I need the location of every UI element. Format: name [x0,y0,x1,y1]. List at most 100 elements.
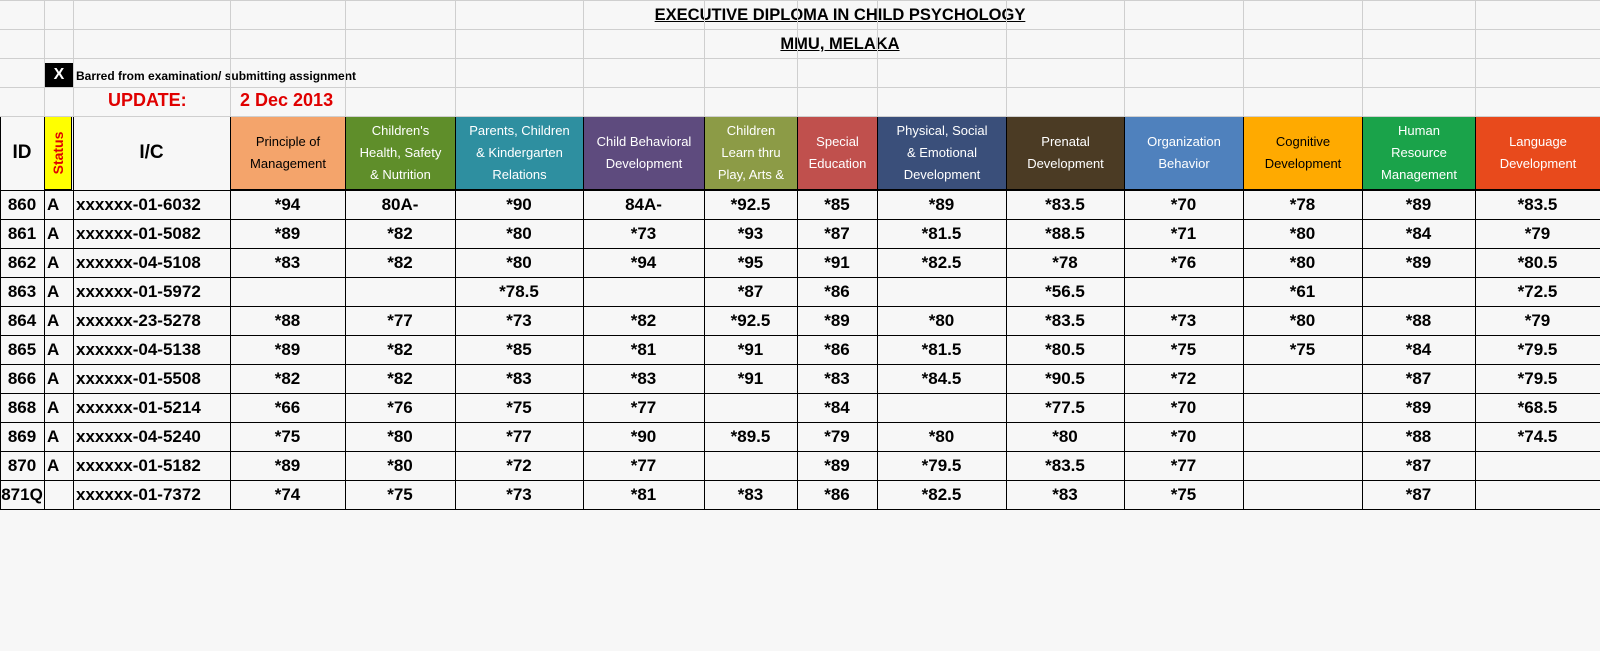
cell-status: A [47,253,60,272]
cell-ic: xxxxxx-01-5508 [76,369,201,388]
cell-ic: xxxxxx-04-5138 [76,340,201,359]
gridline-h [0,58,1600,59]
cell-mark: *83 [506,369,532,388]
cell-mark: *89 [1405,195,1432,214]
cell-mark: *91 [737,340,764,359]
cell-id: 871Q [1,485,43,504]
cell-mark [877,278,1006,306]
row-border [0,306,1600,307]
gridline-v [1124,0,1125,116]
cell-id: 860 [7,195,37,214]
cell-mark: *72 [506,456,532,475]
row-border [0,422,1600,423]
cell-mark: *84 [1405,224,1432,243]
cell-ic: xxxxxx-04-5240 [76,427,201,446]
header-status-label: Status [50,131,66,175]
cell-mark: *83 [824,369,850,388]
cell-mark: *82 [387,340,413,359]
cell-mark: *79.5 [921,456,962,475]
cell-mark: *74.5 [1517,427,1558,446]
header-subject-line: & Emotional [906,145,978,160]
cell-mark: *77 [630,398,657,417]
cell-ic: xxxxxx-01-5082 [76,224,201,243]
cell-id: 868 [7,398,37,417]
cell-mark: *76 [387,398,413,417]
gridline-v [1006,0,1007,116]
header-subject-line: Development [903,167,981,182]
header-subject-line: Play, Arts & [717,167,785,182]
cell-mark: *56.5 [1045,282,1085,301]
cell-mark: *95 [737,253,764,272]
cell-mark: *79 [1524,311,1551,330]
col-border [1475,190,1476,509]
cell-mark: *84 [1405,340,1432,359]
cell-mark: *87 [1405,485,1432,504]
cell-mark [704,452,797,480]
cell-mark: *89.5 [730,427,771,446]
header-subject-line: & Kindergarten [476,145,563,160]
cell-mark: *77 [387,311,413,330]
cell-ic: xxxxxx-04-5108 [76,253,201,272]
row-border [0,509,1600,510]
gridline-v [583,0,584,116]
cell-mark: *83.5 [1517,195,1558,214]
cell-mark: *80.5 [1517,253,1558,272]
cell-id: 865 [7,340,37,359]
cell-id: 861 [7,224,37,243]
cell-mark: *79 [1524,224,1551,243]
gridline-v [1243,0,1244,116]
cell-id: 863 [7,282,37,301]
gridline-h [0,29,1600,30]
gridline-v [797,0,798,116]
cell-ic: xxxxxx-23-5278 [76,311,201,330]
cell-mark: *77 [1170,456,1197,475]
gridline-v [1362,0,1363,116]
cell-mark: *61 [1289,282,1316,301]
row-border [0,480,1600,481]
header-id: ID [12,142,32,163]
cell-mark: *74 [274,485,301,504]
header-subject-line: Parents, Children [469,123,570,138]
cell-mark: *80 [1052,427,1078,446]
cell-mark: *83.5 [1045,456,1085,475]
cell-mark [1475,452,1600,480]
col-border [797,190,798,509]
header-subject: Children's Health, Safety & Nutrition [345,116,456,190]
cell-status [44,481,73,509]
cell-mark: *87 [824,224,850,243]
cell-mark: *86 [824,340,850,359]
header-subject-line: Physical, Social [896,123,988,138]
header-subject-line: Management [1381,167,1457,182]
cell-mark: *84 [824,398,850,417]
cell-mark: *79.5 [1517,340,1558,359]
cell-mark: *89 [274,340,301,359]
cell-mark: *82 [274,369,301,388]
cell-mark: *94 [630,253,657,272]
cell-ic: xxxxxx-01-5972 [76,282,201,301]
cell-mark: *89 [824,311,850,330]
col-border [455,190,456,509]
gridline-v [1475,0,1476,116]
update-date: 2 Dec 2013 [240,90,334,110]
row-border [0,335,1600,336]
header-subject: Principle of Management [230,116,346,190]
header-subject-line: Child Behavioral [596,134,692,149]
header-subject-line: Learn thru [721,145,781,160]
header-subject-line: Special [816,134,859,149]
header-subject-line: Language [1509,134,1567,149]
cell-mark: *81 [630,485,657,504]
header-subject-line: Behavior [1158,156,1210,171]
cell-mark: *82 [630,311,657,330]
header-subject-line: Principle of [255,134,321,149]
header-subject-line: Health, Safety [359,145,442,160]
cell-mark: *81.5 [921,340,962,359]
header-subject: Parents, Children & Kindergarten Relations [455,116,584,190]
cell-mark: *90 [630,427,657,446]
header-subject-line: Children's [371,123,430,138]
cell-mark [1243,481,1362,509]
cell-mark: *87 [1405,456,1432,475]
cell-mark: *77 [630,456,657,475]
cell-mark: *88 [274,311,301,330]
cell-mark: *78 [1052,253,1078,272]
cell-mark: *70 [1170,398,1197,417]
